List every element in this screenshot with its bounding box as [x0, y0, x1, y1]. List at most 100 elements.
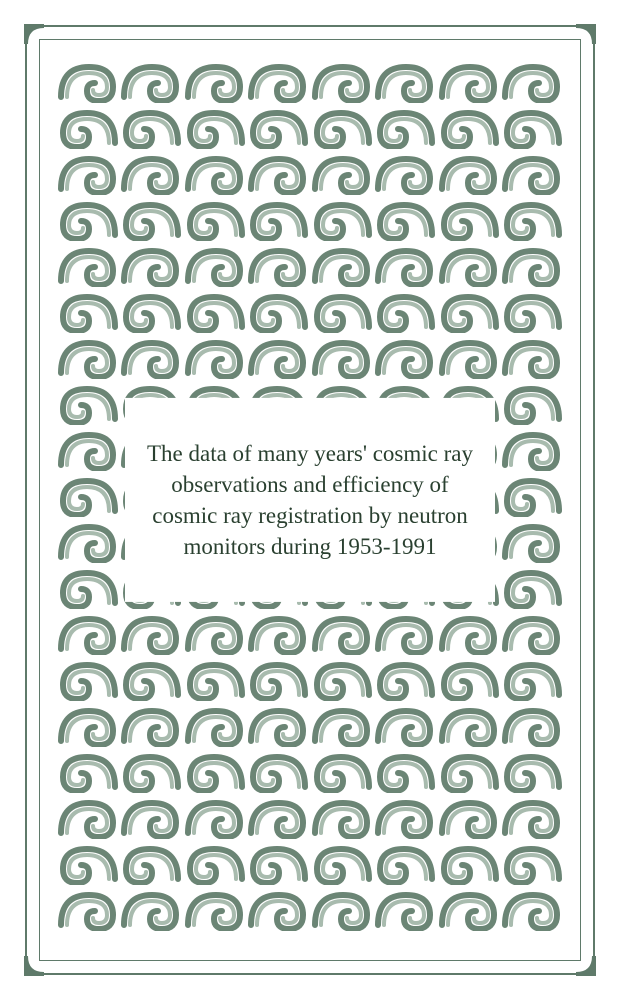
wave-icon	[311, 747, 373, 793]
wave-icon	[438, 241, 500, 287]
wave-icon	[57, 701, 119, 747]
pattern-row	[57, 609, 563, 655]
wave-icon	[374, 839, 436, 885]
wave-icon	[184, 885, 246, 931]
wave-icon	[501, 241, 563, 287]
wave-icon	[120, 149, 182, 195]
wave-icon	[374, 195, 436, 241]
wave-icon	[501, 793, 563, 839]
wave-icon	[501, 57, 563, 103]
wave-icon	[247, 793, 309, 839]
wave-icon	[57, 885, 119, 931]
wave-icon	[57, 471, 119, 517]
wave-icon	[184, 333, 246, 379]
wave-icon	[57, 609, 119, 655]
wave-icon	[311, 793, 373, 839]
wave-icon	[184, 241, 246, 287]
wave-icon	[247, 701, 309, 747]
pattern-row	[57, 241, 563, 287]
wave-icon	[501, 195, 563, 241]
wave-icon	[438, 333, 500, 379]
wave-icon	[184, 149, 246, 195]
wave-icon	[438, 57, 500, 103]
wave-icon	[57, 333, 119, 379]
wave-icon	[247, 839, 309, 885]
wave-icon	[311, 241, 373, 287]
wave-icon	[311, 287, 373, 333]
wave-icon	[374, 333, 436, 379]
wave-icon	[120, 195, 182, 241]
wave-icon	[57, 195, 119, 241]
wave-icon	[438, 149, 500, 195]
wave-icon	[501, 701, 563, 747]
wave-icon	[247, 103, 309, 149]
wave-icon	[374, 885, 436, 931]
wave-icon	[311, 333, 373, 379]
wave-icon	[501, 287, 563, 333]
wave-icon	[247, 149, 309, 195]
wave-icon	[57, 425, 119, 471]
wave-icon	[184, 701, 246, 747]
wave-icon	[438, 839, 500, 885]
wave-icon	[120, 793, 182, 839]
wave-icon	[501, 149, 563, 195]
wave-icon	[374, 655, 436, 701]
wave-icon	[247, 241, 309, 287]
wave-icon	[247, 885, 309, 931]
wave-icon	[120, 609, 182, 655]
wave-icon	[120, 747, 182, 793]
wave-icon	[120, 701, 182, 747]
wave-icon	[438, 655, 500, 701]
wave-icon	[247, 333, 309, 379]
wave-icon	[57, 517, 119, 563]
wave-icon	[120, 655, 182, 701]
wave-icon	[501, 839, 563, 885]
pattern-row	[57, 839, 563, 885]
pattern-row	[57, 655, 563, 701]
pattern-row	[57, 701, 563, 747]
wave-icon	[247, 609, 309, 655]
wave-icon	[311, 149, 373, 195]
wave-icon	[120, 333, 182, 379]
wave-icon	[501, 655, 563, 701]
pattern-row	[57, 793, 563, 839]
wave-icon	[501, 425, 563, 471]
wave-icon	[184, 793, 246, 839]
wave-icon	[311, 103, 373, 149]
pattern-row	[57, 57, 563, 103]
wave-icon	[374, 287, 436, 333]
wave-icon	[120, 839, 182, 885]
wave-icon	[438, 609, 500, 655]
wave-icon	[184, 747, 246, 793]
pattern-row	[57, 103, 563, 149]
wave-icon	[311, 885, 373, 931]
wave-icon	[501, 563, 563, 609]
wave-icon	[120, 287, 182, 333]
wave-icon	[374, 701, 436, 747]
wave-icon	[57, 57, 119, 103]
wave-icon	[184, 103, 246, 149]
wave-icon	[438, 793, 500, 839]
wave-icon	[374, 103, 436, 149]
wave-icon	[184, 57, 246, 103]
wave-icon	[501, 517, 563, 563]
wave-icon	[57, 241, 119, 287]
wave-icon	[57, 379, 119, 425]
title-panel: The data of many years' cosmic ray obser…	[125, 398, 495, 602]
pattern-row	[57, 195, 563, 241]
wave-icon	[374, 793, 436, 839]
wave-icon	[247, 287, 309, 333]
wave-icon	[501, 471, 563, 517]
wave-icon	[501, 333, 563, 379]
wave-icon	[501, 379, 563, 425]
wave-icon	[120, 57, 182, 103]
wave-icon	[247, 195, 309, 241]
wave-icon	[57, 793, 119, 839]
wave-icon	[374, 241, 436, 287]
wave-icon	[311, 57, 373, 103]
wave-icon	[184, 839, 246, 885]
pattern-row	[57, 149, 563, 195]
wave-icon	[57, 747, 119, 793]
wave-icon	[247, 57, 309, 103]
pattern-row	[57, 333, 563, 379]
